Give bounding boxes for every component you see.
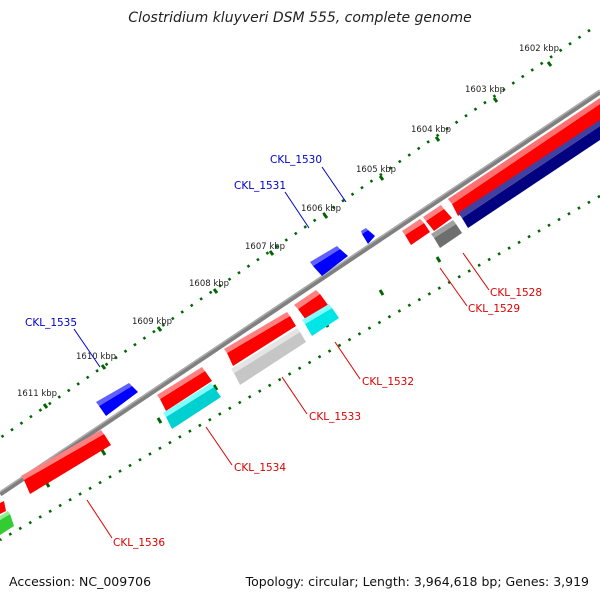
- gene-reverse-navy[interactable]: [458, 120, 600, 228]
- gene-forward-blue[interactable]: [361, 228, 375, 244]
- tick-label: 1606 kbp: [301, 204, 341, 214]
- leader-line: [281, 376, 308, 415]
- gene-reverse-lightgray[interactable]: [231, 328, 306, 385]
- gene-reverse-gray[interactable]: [431, 220, 462, 248]
- leader-line: [439, 267, 468, 307]
- gene-reverse-cyan[interactable]: [163, 383, 221, 429]
- gene-forward-blue[interactable]: [96, 383, 138, 416]
- tick-label: 1602 kbp: [519, 44, 559, 54]
- tick-label: 1604 kbp: [411, 125, 451, 135]
- leader-line: [321, 166, 347, 203]
- gene-label-forward[interactable]: CKL_1531: [234, 180, 286, 192]
- leader-line: [284, 191, 310, 229]
- genome-backbone-highlight: [0, 89, 600, 493]
- leader-line: [86, 499, 113, 539]
- leader-line: [334, 341, 361, 380]
- gene-reverse-red[interactable]: [21, 430, 111, 494]
- outer-tick-ring: [0, 28, 591, 440]
- outer-major-ticks: [42, 61, 553, 409]
- inner-tick-ring: [0, 194, 600, 542]
- gene-label-reverse[interactable]: CKL_1529: [468, 303, 520, 315]
- gene-label-reverse[interactable]: CKL_1536: [113, 537, 165, 549]
- gene-forward-blue[interactable]: [310, 246, 348, 276]
- map-title: Clostridium kluyveri DSM 555, complete g…: [128, 10, 472, 26]
- gene-reverse-red[interactable]: [0, 501, 6, 514]
- leader-line: [462, 252, 490, 291]
- tick-label: 1603 kbp: [465, 85, 505, 95]
- accession-text: Accession: NC_009706: [9, 574, 152, 589]
- gene-reverse-green[interactable]: [0, 511, 14, 535]
- tick-label: 1608 kbp: [189, 279, 229, 289]
- leader-line: [73, 328, 101, 368]
- gene-label-forward[interactable]: CKL_1530: [270, 154, 322, 166]
- genome-backbone: [0, 89, 600, 497]
- gene-forward-red[interactable]: [423, 205, 452, 231]
- gene-label-reverse[interactable]: CKL_1533: [309, 411, 361, 423]
- tick-label: 1609 kbp: [132, 317, 172, 327]
- gene-forward-red[interactable]: [448, 98, 600, 216]
- genome-summary-text: Topology: circular; Length: 3,964,618 bp…: [245, 574, 589, 589]
- leader-line: [205, 426, 233, 466]
- gene-forward-red[interactable]: [402, 219, 430, 245]
- gene-label-forward[interactable]: CKL_1535: [25, 317, 77, 329]
- gene-reverse-red[interactable]: [224, 312, 296, 366]
- gene-reverse-red[interactable]: [157, 367, 212, 411]
- tick-label: 1605 kbp: [356, 165, 396, 175]
- gene-label-reverse[interactable]: CKL_1528: [490, 287, 542, 299]
- gene-label-reverse[interactable]: CKL_1534: [234, 462, 286, 474]
- gene-reverse-cyan[interactable]: [302, 304, 339, 336]
- tick-label: 1611 kbp: [17, 389, 57, 399]
- tick-label: 1610 kbp: [76, 352, 116, 362]
- gene-label-reverse[interactable]: CKL_1532: [362, 376, 414, 388]
- gene-reverse-red[interactable]: [294, 290, 328, 320]
- tick-label: 1607 kbp: [245, 242, 285, 252]
